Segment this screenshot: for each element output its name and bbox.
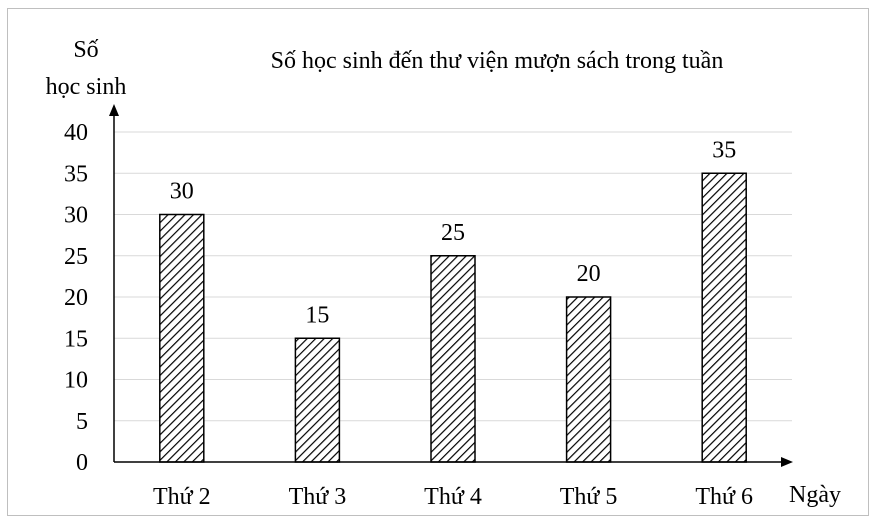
y-tick-label: 30 [64, 203, 88, 229]
bar [159, 213, 205, 463]
data-label: 15 [305, 302, 329, 328]
y-tick-label: 5 [76, 409, 88, 435]
bar [701, 172, 747, 463]
y-tick-label: 20 [64, 285, 88, 311]
gridlines [114, 131, 792, 422]
data-labels: 30 15 25 20 35 [170, 137, 736, 328]
bar [565, 296, 612, 463]
y-tick-label: 10 [64, 368, 88, 394]
x-tick-labels: Thứ 2 Thứ 3 Thứ 4 Thứ 5 Thứ 6 [153, 484, 753, 510]
x-tick-label: Thứ 5 [560, 484, 618, 510]
chart-frame [7, 8, 869, 516]
y-tick-label: 40 [64, 120, 88, 146]
y-axis-label-line-1: Số [73, 37, 98, 63]
y-axis-arrow-icon [109, 104, 119, 116]
x-axis-label: Ngày [789, 482, 841, 508]
x-tick-label: Thứ 3 [289, 484, 347, 510]
y-tick-label: 35 [64, 161, 88, 187]
y-tick-label: 0 [76, 450, 88, 476]
y-tick-labels: 0 5 10 15 20 25 30 35 40 [64, 120, 88, 476]
data-label: 25 [441, 220, 465, 246]
y-axis-label-line-2: học sinh [46, 74, 127, 100]
data-label: 35 [712, 137, 736, 163]
data-label: 20 [577, 261, 601, 287]
chart-title: Số học sinh đến thư viện mượn sách trong… [271, 48, 724, 74]
y-tick-label: 25 [64, 244, 88, 270]
x-axis-arrow-icon [781, 457, 793, 467]
bar [294, 337, 341, 463]
x-tick-label: Thứ 2 [153, 484, 211, 510]
data-label: 30 [170, 179, 194, 205]
x-tick-label: Thứ 4 [424, 484, 482, 510]
x-tick-label: Thứ 6 [695, 484, 753, 510]
y-tick-label: 15 [64, 326, 88, 352]
bar [430, 255, 476, 463]
bars [159, 172, 747, 463]
